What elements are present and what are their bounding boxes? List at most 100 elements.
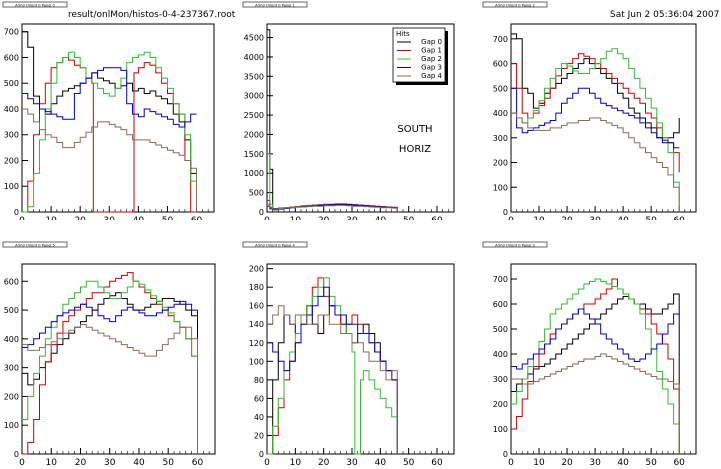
series-gap-0: [511, 33, 680, 144]
x-tick-label: 40: [133, 216, 145, 220]
series-gap-4: [22, 324, 198, 454]
x-tick-label: 10: [46, 458, 58, 468]
y-tick-label: 80: [254, 376, 264, 385]
x-tick-label: 50: [162, 216, 174, 220]
x-tick-label: 50: [645, 216, 657, 220]
x-tick-label: 30: [346, 216, 358, 220]
y-tick-label: 600: [493, 300, 508, 309]
panel-title: Arm0 Orient 0 Panel 0: [15, 3, 55, 7]
x-tick-label: 30: [346, 458, 358, 468]
y-tick-label: 0: [503, 450, 508, 459]
legend-entry: Gap 1: [421, 47, 442, 55]
y-tick-label: 300: [493, 375, 508, 384]
x-tick-label: 0: [264, 458, 270, 468]
y-tick-label: 60: [254, 394, 264, 403]
y-tick-label: 200: [4, 156, 19, 165]
y-tick-label: 4500: [244, 34, 264, 43]
series-gap-0: [267, 29, 398, 212]
panel-title: Arm0 Orient 0 Panel 3: [495, 243, 535, 247]
y-tick-label: 200: [493, 400, 508, 409]
x-tick-label: 20: [318, 458, 330, 468]
series-gap-4: [22, 108, 197, 212]
y-tick-label: 700: [493, 35, 508, 44]
y-tick-label: 2000: [244, 130, 264, 139]
y-tick-label: 1000: [244, 169, 264, 178]
series-gap-3: [511, 308, 680, 370]
x-tick-label: 30: [104, 216, 116, 220]
y-tick-label: 600: [4, 277, 19, 286]
series-gap-3: [22, 300, 198, 348]
y-tick-label: 600: [493, 60, 508, 69]
y-tick-label: 180: [249, 283, 264, 292]
y-tick-label: 120: [249, 339, 264, 348]
y-tick-label: 500: [493, 325, 508, 334]
y-tick-label: 500: [249, 189, 264, 198]
x-tick-label: 20: [318, 216, 330, 220]
y-tick-label: 400: [493, 350, 508, 359]
y-tick-label: 100: [4, 421, 19, 430]
plot-frame: [21, 263, 216, 455]
legend-box: [392, 27, 446, 83]
y-tick-label: 0: [259, 208, 264, 217]
series-gap-0: [511, 293, 680, 454]
panel-title: Arm0 Orient 0 Panel 4: [255, 243, 295, 247]
series-gap-4: [511, 353, 680, 454]
y-tick-label: 200: [249, 265, 264, 274]
y-tick-label: 500: [4, 79, 19, 88]
legend-entry: Gap 3: [421, 64, 442, 72]
y-tick-label: 100: [493, 183, 508, 192]
x-tick-label: 60: [673, 216, 685, 220]
panel-title-box: [482, 1, 548, 8]
x-tick-label: 50: [403, 458, 415, 468]
x-tick-label: 40: [617, 216, 629, 220]
y-tick-label: 500: [4, 306, 19, 315]
y-tick-label: 1500: [244, 150, 264, 159]
y-tick-label: 140: [249, 320, 264, 329]
y-tick-label: 3000: [244, 92, 264, 101]
series-gap-2: [267, 277, 398, 455]
y-tick-label: 100: [4, 182, 19, 191]
x-tick-label: 60: [431, 216, 443, 220]
y-tick-label: 500: [493, 84, 508, 93]
histogram-panel-2: Arm0 Orient 0 Panel 20102030405060010020…: [482, 1, 697, 220]
panel-title: Arm0 Orient 0 Panel 2: [495, 3, 535, 7]
y-tick-label: 400: [493, 109, 508, 118]
series-gap-2: [267, 153, 398, 212]
x-tick-label: 20: [75, 458, 87, 468]
panel-title-box: [2, 1, 68, 8]
x-tick-label: 10: [533, 458, 545, 468]
y-tick-label: 0: [503, 208, 508, 217]
x-tick-label: 50: [162, 458, 174, 468]
y-tick-label: 300: [4, 131, 19, 140]
y-tick-label: 100: [493, 425, 508, 434]
y-tick-label: 300: [493, 134, 508, 143]
series-gap-0: [22, 292, 198, 454]
x-tick-label: 30: [589, 216, 601, 220]
x-tick-label: 40: [375, 458, 387, 468]
y-tick-label: 700: [4, 28, 19, 37]
y-tick-label: 2500: [244, 111, 264, 120]
plot-frame: [510, 263, 697, 455]
legend-entry: Gap 2: [421, 55, 442, 63]
histogram-panel-0: Arm0 Orient 0 Panel 00102030405060010020…: [2, 1, 215, 220]
series-gap-1: [511, 53, 680, 173]
x-tick-label: 60: [431, 458, 443, 468]
x-tick-label: 10: [533, 216, 545, 220]
histogram-panel-5: Arm0 Orient 0 Panel 50 10 20 30 40 50 60010020…: [2, 241, 216, 468]
legend-entry: Gap 0: [421, 38, 442, 46]
y-tick-label: 600: [4, 53, 19, 62]
series-gap-4: [267, 305, 398, 454]
file-label: result/onlMon/histos-0-4-237367.root: [68, 10, 236, 20]
y-tick-label: 40: [254, 413, 264, 422]
series-gap-4: [267, 203, 398, 212]
series-gap-1: [22, 272, 198, 455]
histogram-panel-4: Arm0 Orient 0 Panel 4 0 10 20 30 40 50 60 0 20 40 6…: [242, 241, 455, 468]
histogram-panel-1: Arm0 Orient 0 Panel 1 0 10 20 30 40 50 60 0 500 10…: [242, 1, 455, 220]
x-tick-label: 40: [617, 458, 629, 468]
x-tick-label: 60: [192, 458, 204, 468]
series-gap-2: [22, 280, 198, 454]
histogram-panel-3: Arm0 Orient 0 Panel 30 10 20 30 40 50 60010020…: [482, 241, 697, 468]
x-tick-label: 0: [508, 216, 514, 220]
x-tick-label: 0: [19, 216, 25, 220]
x-tick-label: 40: [375, 216, 387, 220]
